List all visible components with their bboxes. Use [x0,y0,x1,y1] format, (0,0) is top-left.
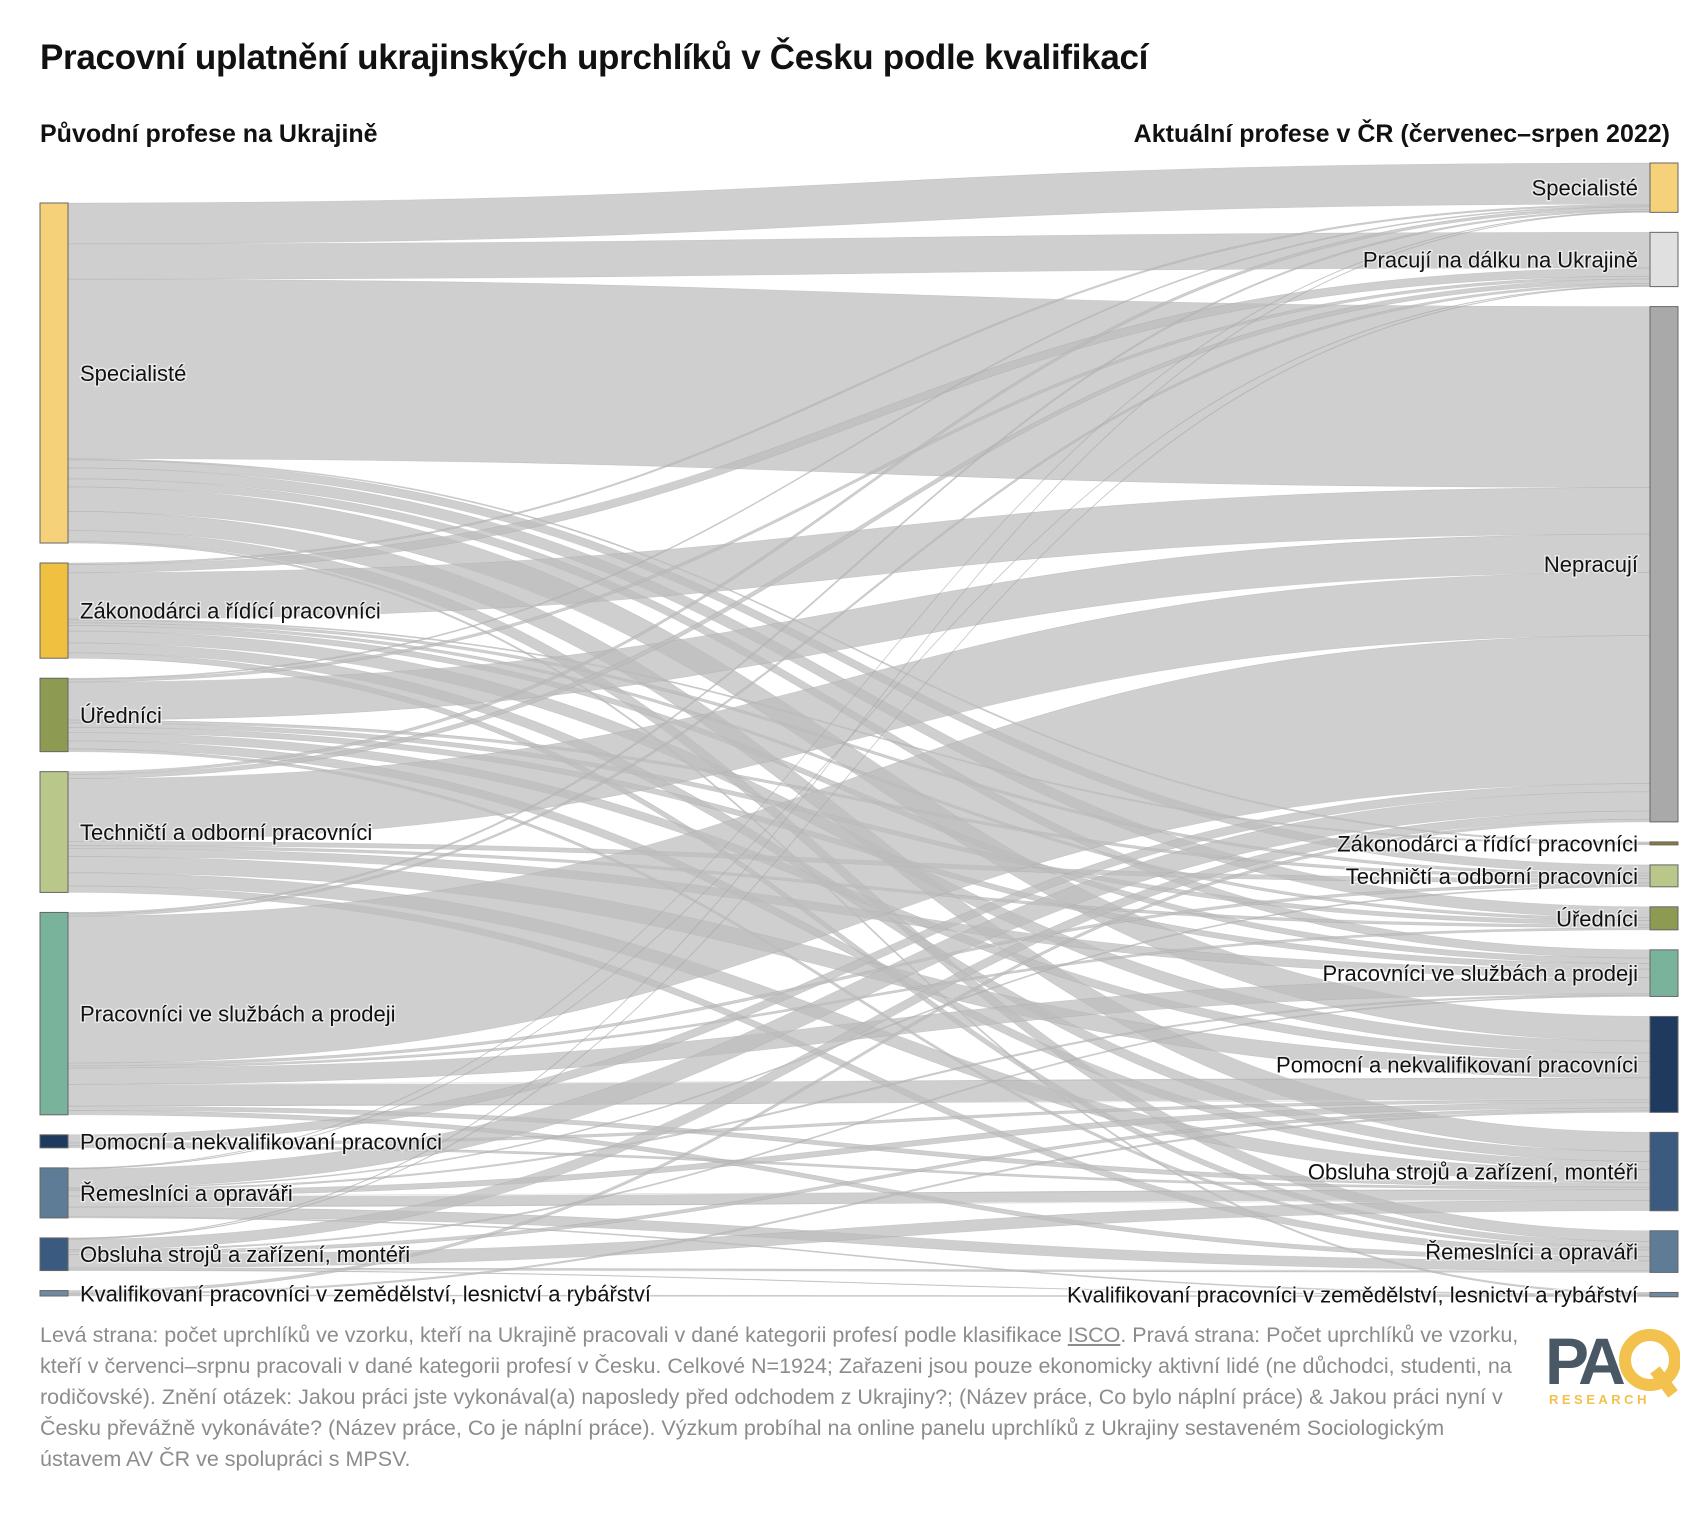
left-node-label: Kvalifikovaní pracovníci v zemědělství, … [80,1281,651,1306]
left-node-label: Úředníci [80,703,162,728]
left-node [39,562,69,659]
right-node [1649,906,1679,931]
sankey-chart: Specialisté Zákonodárci a řídící pracovní… [39,162,1679,1309]
left-node [39,677,69,753]
left-node-label: Zákonodárci a řídící pracovníci [80,599,381,624]
svg-text:PA: PA [1545,1324,1624,1398]
left-node [39,1290,69,1297]
right-node-label: Specialisté [1532,176,1638,201]
left-node-label: Řemeslníci a opraváři [80,1181,293,1206]
right-node-label: Pracují na dálku na Ukrajině [1363,247,1638,272]
left-node [39,771,69,893]
right-node [1649,1131,1679,1212]
right-node [1649,162,1679,213]
left-node-label: Techničtí a odborní pracovníci [80,820,372,845]
right-node [1649,1230,1679,1273]
right-node [1649,1015,1679,1113]
footnote: Levá strana: počet uprchlíků ve vzorku, … [40,1320,1520,1475]
right-node [1649,1291,1679,1298]
left-node [39,1167,69,1219]
left-node-label: Pracovníci ve službách a prodeji [80,1002,396,1027]
left-node [39,1237,69,1272]
right-node [1649,864,1679,888]
left-node-label: Pomocní a nekvalifikovaní pracovníci [80,1129,442,1154]
right-node-label: Pomocní a nekvalifikovaní pracovníci [1276,1052,1638,1077]
left-node [39,911,69,1116]
left-node-label: Specialisté [80,361,186,386]
sankey-nodes [39,162,1679,1298]
right-node [1649,231,1679,288]
paq-research-logo: PA RESEARCH [1545,1324,1680,1407]
chart-title: Pracovní uplatnění ukrajinských uprchlík… [40,38,1149,77]
left-column-heading: Původní profese na Ukrajině [40,120,378,148]
sankey-links [67,162,1651,1298]
right-column-heading: Aktuální profese v ČR (červenec–srpen 20… [1133,120,1670,148]
right-node-label: Obsluha strojů a zařízení, montéři [1308,1160,1638,1185]
footnote-text-1: Levá strana: počet uprchlíků ve vzorku, … [40,1323,1068,1347]
left-node [39,1134,69,1149]
right-node-label: Zákonodárci a řídící pracovníci [1337,831,1638,856]
right-node-label: Úředníci [1556,906,1638,931]
left-node-label: Obsluha strojů a zařízení, montéři [80,1242,410,1267]
right-node [1649,949,1679,997]
footnote-text-2: . Pravá strana: Počet uprchlíků ve vzork… [40,1323,1519,1471]
left-node [39,202,69,544]
right-node [1649,306,1679,823]
svg-text:RESEARCH: RESEARCH [1549,1392,1650,1407]
sankey-link [67,162,1651,245]
isco-link[interactable]: ISCO [1067,1323,1121,1347]
right-node-label: Kvalifikovaní pracovníci v zemědělství, … [1067,1283,1638,1308]
right-node [1649,841,1679,846]
right-node-label: Nepracují [1544,552,1638,577]
right-node-label: Řemeslníci a opraváři [1425,1240,1638,1265]
right-node-label: Pracovníci ve službách a prodeji [1323,961,1639,986]
sankey-labels: Specialisté Zákonodárci a řídící pracovní… [79,174,1640,1309]
right-node-label: Techničtí a odborní pracovníci [1346,864,1638,889]
